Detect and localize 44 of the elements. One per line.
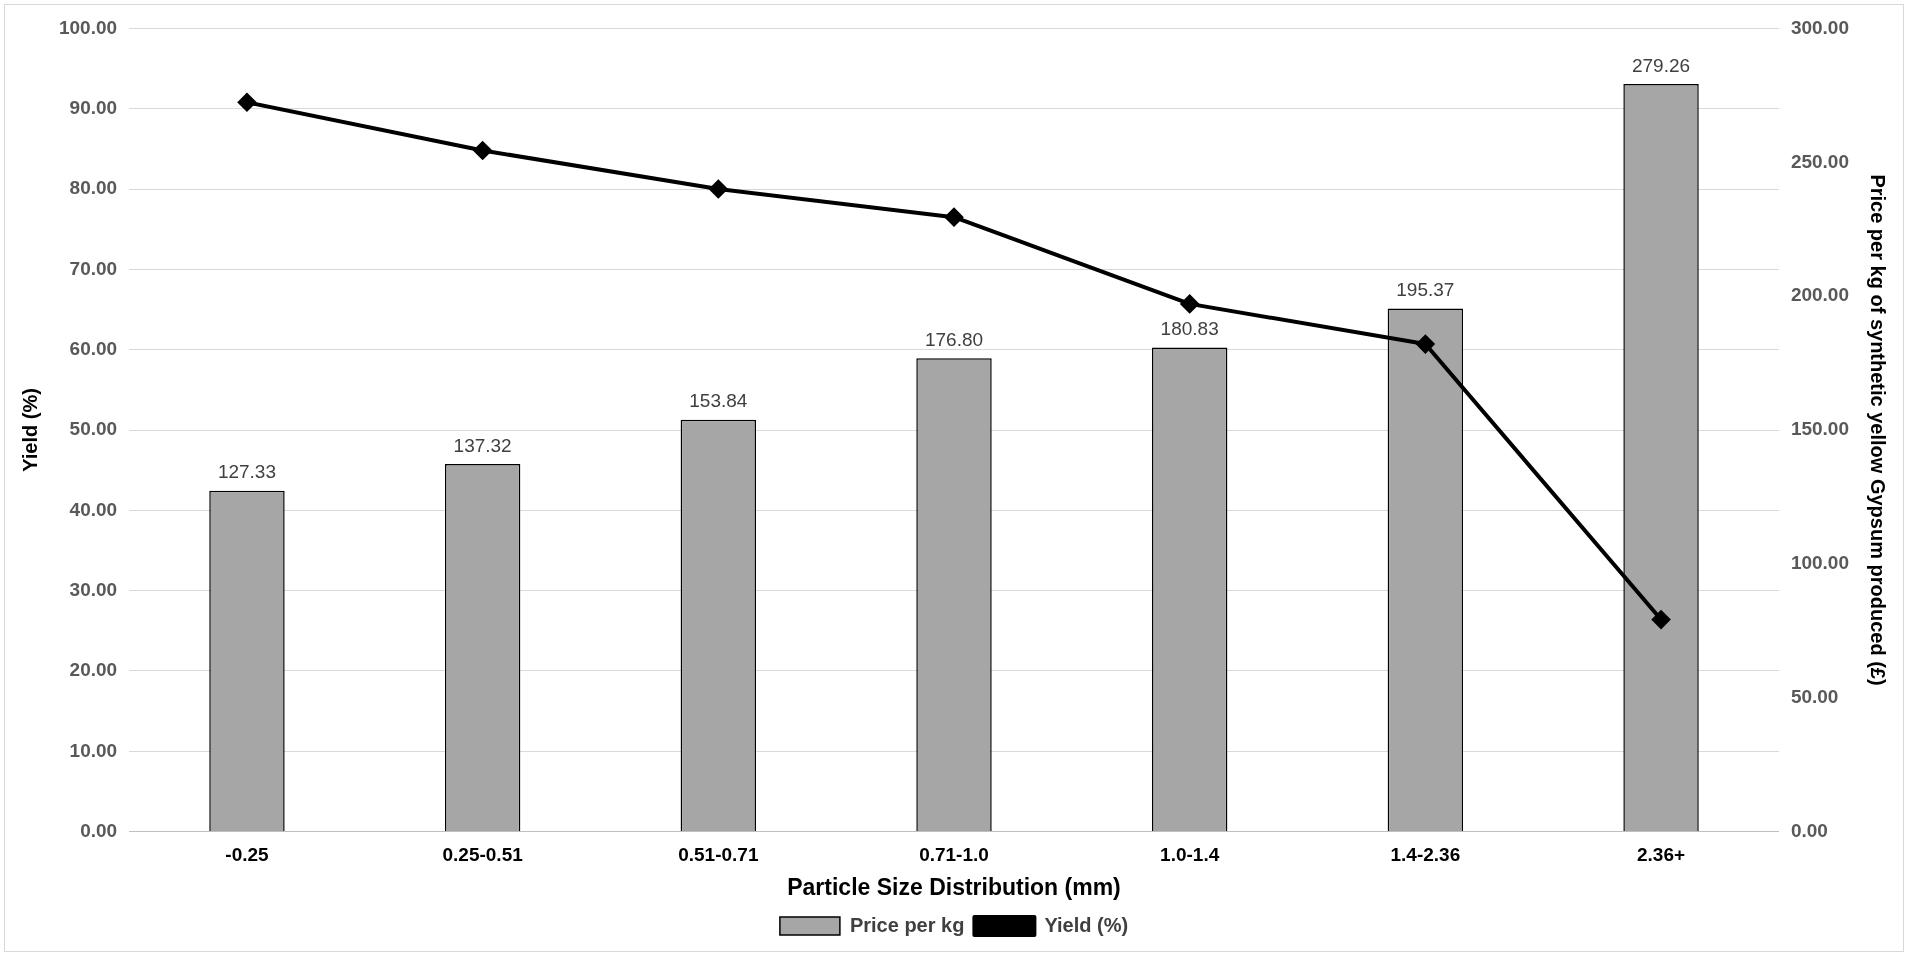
data-label: 195.37 — [1396, 279, 1455, 301]
point — [237, 93, 256, 112]
data-label: 127.33 — [217, 461, 277, 483]
data-label: 180.83 — [1160, 318, 1219, 340]
point — [473, 141, 492, 160]
y-tick-label: 30.00 — [69, 578, 118, 600]
y-tick-label: 20.00 — [69, 659, 118, 681]
y-tick-label: 40.00 — [69, 498, 118, 520]
y-tick-label: 90.00 — [69, 96, 118, 118]
y2-tick-label: 100.00 — [1790, 552, 1850, 574]
x-tick-label: 1.4-2.36 — [1390, 844, 1461, 866]
x-tick-label: 0.25-0.51 — [442, 844, 524, 866]
y-tick-label: 100.00 — [58, 16, 118, 38]
data-label: 279.26 — [1631, 54, 1691, 76]
y2-tick-label: 250.00 — [1790, 150, 1850, 172]
y-tick-label: 50.00 — [69, 418, 118, 440]
data-label: 153.84 — [689, 390, 748, 412]
legend-label: Yield (%) — [1044, 913, 1129, 936]
point — [1652, 610, 1671, 629]
x-tick-label: -0.25 — [225, 844, 270, 866]
y2-tick-label: 0.00 — [1790, 819, 1828, 841]
y2-axis-title: Price per kg of synthetic yellow Gypsum produced (£) — [1867, 174, 1890, 686]
y2-tick-label: 300.00 — [1790, 16, 1850, 38]
x-tick-label: 2.36+ — [1637, 844, 1686, 866]
point — [1180, 294, 1199, 313]
x-axis-title: Particle Size Distribution (mm) — [787, 873, 1121, 900]
y-tick-label: 80.00 — [69, 177, 118, 199]
y-tick-label: 70.00 — [69, 257, 118, 279]
y-tick-label: 60.00 — [69, 337, 118, 359]
y2-tick-label: 200.00 — [1790, 284, 1850, 306]
y2-tick-label: 50.00 — [1790, 685, 1839, 707]
point — [1416, 335, 1435, 354]
x-tick-label: 0.71-1.0 — [919, 844, 989, 866]
point — [709, 180, 728, 199]
y-tick-label: 10.00 — [69, 739, 118, 761]
x-tick-label: 0.51-0.71 — [678, 844, 759, 866]
y-tick-label: 0.00 — [80, 819, 118, 841]
x-tick-label: 1.0-1.4 — [1160, 844, 1220, 866]
data-label: 137.32 — [453, 434, 512, 456]
data-label: 176.80 — [924, 328, 984, 350]
y2-tick-label: 150.00 — [1790, 418, 1850, 440]
point — [945, 208, 963, 227]
y-axis-title: Yield (%) — [18, 388, 41, 472]
legend-label: Price per kg — [849, 913, 965, 936]
